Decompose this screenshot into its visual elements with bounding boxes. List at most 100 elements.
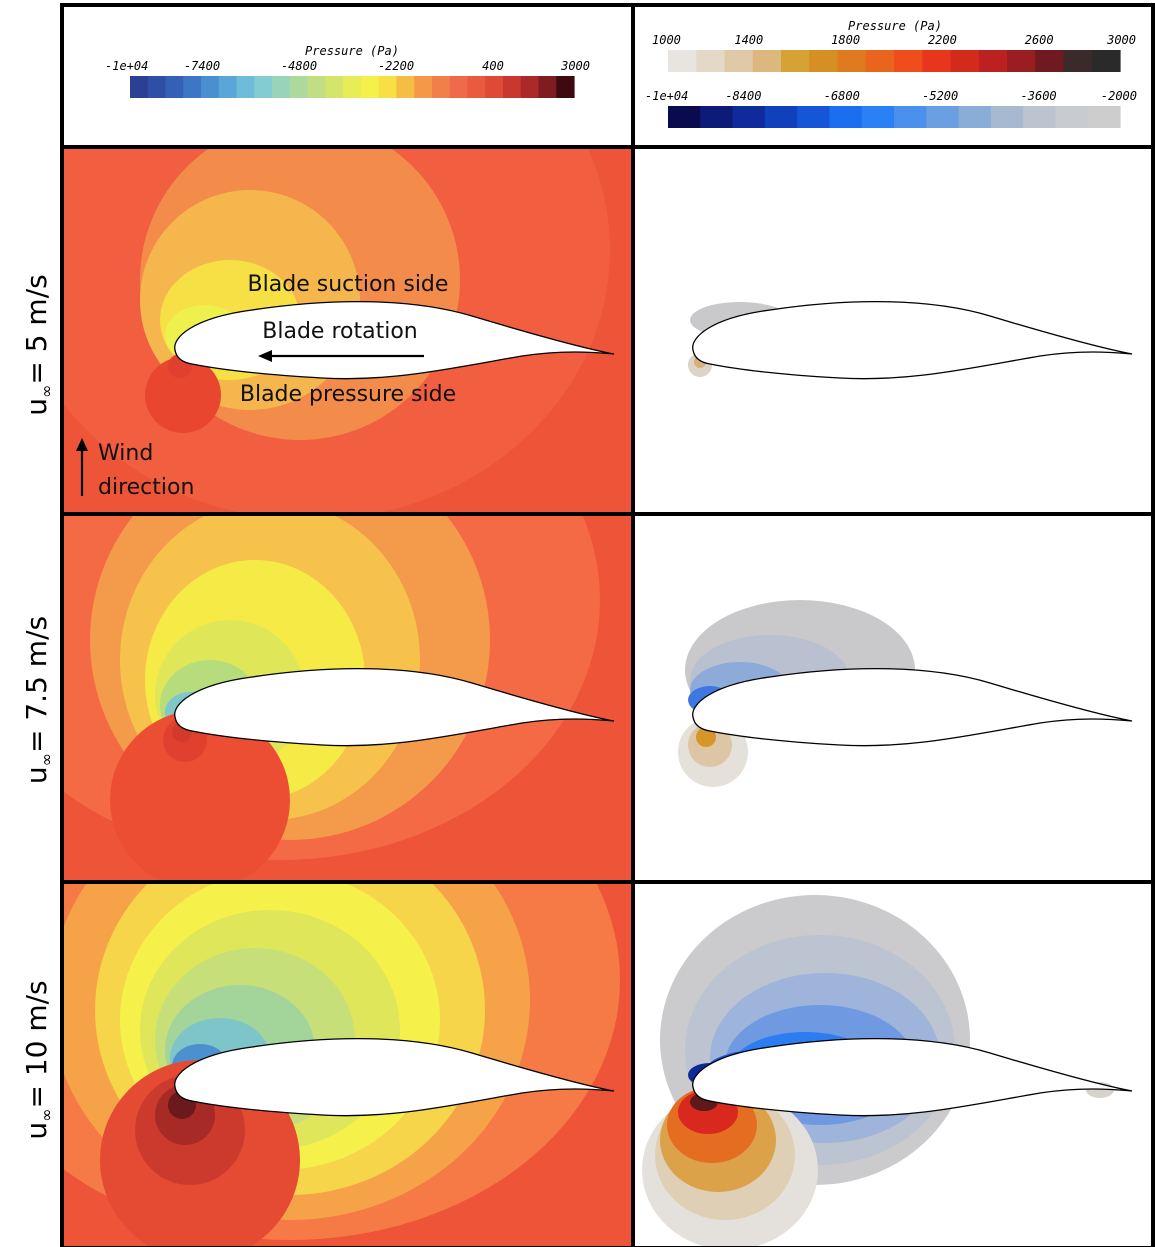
colorbar-left-swatch (556, 76, 575, 98)
right-panel-row2 (633, 514, 1155, 882)
blade-rotation-label: Blade rotation (262, 319, 417, 344)
colorbar-right-bottom-swatch (926, 106, 960, 128)
annotations: Blade suction side Blade rotation Blade … (76, 272, 456, 500)
colorbar-left-swatch (467, 76, 486, 98)
colorbar-right-top-swatch (696, 50, 726, 72)
wind-arrow (76, 438, 88, 496)
colorbar-right-bottom-swatch (797, 106, 831, 128)
row-label-2: u∞= 7.5 m/s (20, 616, 56, 784)
colorbar-left-tick-label: 3000 (560, 59, 590, 73)
colorbar-right-bottom-tick-label: -6800 (824, 89, 860, 103)
panel-grid (60, 3, 1155, 1247)
colorbar-right-bottom-swatch (668, 106, 701, 128)
colorbar-left-swatch (449, 76, 469, 98)
colorbar-right-top-swatch (1007, 50, 1036, 72)
colorbar-right-bottom-tick-label: -3600 (1021, 89, 1057, 103)
colorbar-right-top-tick-label: 2600 (1025, 33, 1054, 47)
colorbar-right-top-tick-label: 2200 (928, 33, 957, 47)
colorbar-left-tick-label: -1e+04 (105, 59, 148, 73)
colorbar-left-swatch (165, 76, 184, 98)
colorbar-left-tick-label: 400 (482, 59, 504, 73)
colorbar-left-swatch (431, 76, 451, 98)
colorbar-left-swatch (130, 76, 149, 98)
colorbar-right-top-swatch (809, 50, 839, 72)
colorbar-left: Pressure (Pa) -1e+04 -7400 -4800 -2200 400 30… (105, 44, 590, 98)
colorbar-left-swatch (236, 76, 255, 98)
row-label-1: u∞= 5 m/s (20, 274, 56, 415)
rotation-arrow (258, 350, 424, 362)
colorbar-right-top-swatch (1091, 50, 1121, 72)
colorbar-left-swatch (343, 76, 362, 98)
colorbar-right-bottom-swatch (1023, 106, 1057, 128)
colorbar-left-swatch (502, 76, 522, 98)
colorbar-right-bottom-swatch (764, 106, 798, 128)
wind-label-line2: direction (98, 475, 194, 500)
colorbar-right-top-tick-label: 1400 (734, 33, 763, 47)
colorbar-right-bottom-tick-label: -1e+04 (645, 89, 688, 103)
row-label-3: u∞= 10 m/s (20, 980, 56, 1139)
colorbar-right-bottom-swatch (861, 106, 895, 128)
colorbar-left-swatch (485, 76, 504, 98)
colorbar-right-bottom-swatch (732, 106, 766, 128)
left-panel-row1 (63, 147, 633, 514)
colorbar-left-swatch (147, 76, 167, 98)
colorbar-right-top: Pressure (Pa) 1000 1400 1800 2200 2600 3000 (652, 19, 1136, 72)
colorbar-left-swatch (520, 76, 540, 98)
colorbar-right-title: Pressure (Pa) (848, 19, 942, 33)
row-label-2-value: = 7.5 m/s (20, 616, 53, 753)
svg-text:u∞= 7.5 m/s: u∞= 7.5 m/s (20, 616, 56, 784)
colorbar-left-swatch (183, 76, 202, 98)
suction-side-label: Blade suction side (248, 272, 449, 297)
colorbar-right-top-swatch (950, 50, 980, 72)
colorbar-right-top-swatch (978, 50, 1008, 72)
row-label-3-value: = 10 m/s (20, 980, 53, 1108)
row-label-1-sub: ∞ (37, 385, 56, 398)
colorbar-right-top-swatch (724, 50, 754, 72)
colorbar-right-bottom-swatch (958, 106, 992, 128)
colorbar-right-bottom-ticks: -1e+04 -8400 -6800 -5200 -3600 -2000 (645, 89, 1137, 103)
row-label-1-u: u (20, 398, 53, 416)
colorbar-right-top-swatch (1035, 50, 1065, 72)
colorbar-right-bottom: -1e+04 -8400 -6800 -5200 -3600 -2000 (645, 89, 1137, 128)
colorbar-right-top-swatches (668, 50, 1121, 72)
colorbar-right-bottom-swatch (700, 106, 734, 128)
colorbar-left-swatch (378, 76, 397, 98)
left-panel-row2 (63, 514, 633, 882)
wind-label-line1: Wind (98, 441, 153, 466)
colorbar-left-swatch (289, 76, 309, 98)
colorbar-left-tick-label: -7400 (184, 59, 220, 73)
colorbar-right-top-tick-label: 1800 (831, 33, 860, 47)
colorbar-right-top-tick-label: 1000 (652, 33, 681, 47)
colorbar-right-bottom-swatch (990, 106, 1024, 128)
svg-text:u∞= 10 m/s: u∞= 10 m/s (20, 980, 56, 1139)
colorbar-left-swatch (307, 76, 326, 98)
row-label-3-sub: ∞ (37, 1109, 56, 1122)
colorbar-right-top-swatch (1063, 50, 1093, 72)
right-panel-row3 (633, 882, 1155, 1247)
left-panel-row3 (63, 882, 633, 1247)
right-panel-row1 (633, 147, 1155, 514)
colorbar-left-swatch (414, 76, 433, 98)
colorbar-right-top-ticks: 1000 1400 1800 2200 2600 3000 (652, 33, 1136, 47)
colorbar-left-swatches (130, 76, 575, 98)
colorbar-right-top-swatch (781, 50, 810, 72)
colorbar-right-top-tick-label: 3000 (1106, 33, 1136, 47)
colorbar-right-top-swatch (894, 50, 923, 72)
colorbar-left-tick-label: -4800 (281, 59, 317, 73)
row-label-3-u: u (20, 1122, 53, 1140)
colorbar-right-bottom-tick-label: -8400 (725, 89, 761, 103)
colorbar-right-top-swatch (668, 50, 697, 72)
svg-text:u∞= 5 m/s: u∞= 5 m/s (20, 274, 56, 415)
colorbar-left-swatch (538, 76, 557, 98)
colorbar-right-top-swatch (865, 50, 895, 72)
row-label-2-u: u (20, 766, 53, 784)
colorbar-right-bottom-swatch (894, 106, 927, 128)
colorbar-right-bottom-swatch (1055, 106, 1089, 128)
colorbar-right-top-swatch (922, 50, 952, 72)
colorbar-left-swatch (218, 76, 238, 98)
colorbar-right-bottom-tick-label: -5200 (922, 89, 958, 103)
colorbar-right-top-swatch (837, 50, 867, 72)
colorbar-left-swatch (396, 76, 415, 98)
colorbar-left-swatch (254, 76, 273, 98)
